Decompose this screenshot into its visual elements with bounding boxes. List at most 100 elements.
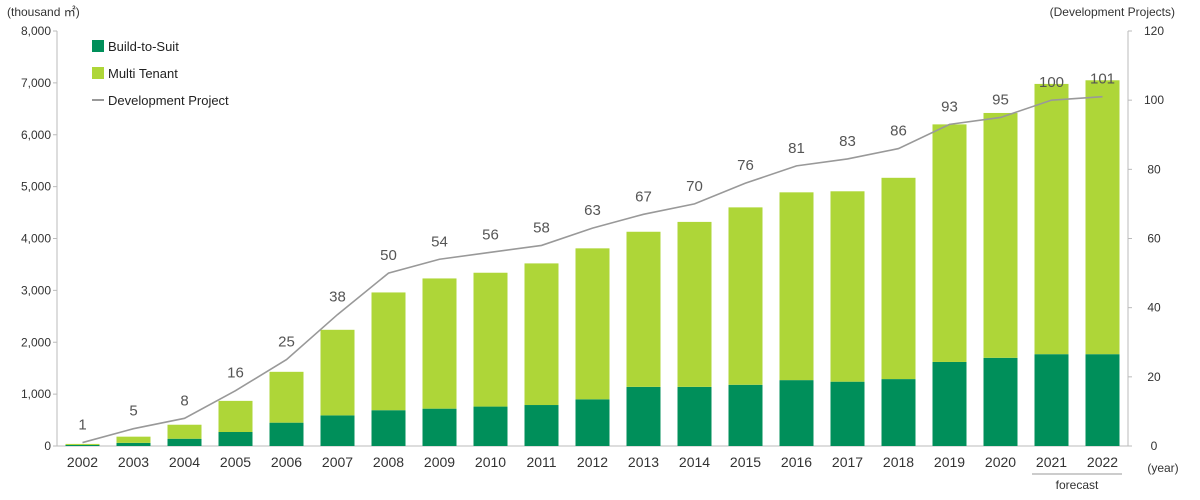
left-y-tick-label: 2,000	[21, 335, 51, 349]
bar-build-to-suit	[983, 357, 1018, 446]
bar-multi-tenant	[371, 292, 406, 411]
line-data-label: 25	[278, 334, 295, 351]
line-data-label: 67	[635, 188, 652, 205]
bar-build-to-suit	[626, 386, 661, 446]
left-y-tick-label: 1,000	[21, 387, 51, 401]
bar-multi-tenant	[422, 278, 457, 409]
left-y-tick-label: 0	[44, 439, 51, 453]
x-tick-label: 2010	[475, 454, 506, 470]
line-data-label: 93	[941, 98, 958, 115]
line-data-label: 86	[890, 123, 907, 140]
right-y-tick-label: 60	[1147, 232, 1161, 246]
line-data-label: 56	[482, 226, 499, 243]
bar-build-to-suit	[575, 399, 610, 446]
bar-build-to-suit	[1085, 354, 1120, 446]
line-data-label: 101	[1090, 71, 1115, 88]
x-tick-label: 2018	[883, 454, 914, 470]
line-data-label: 76	[737, 157, 754, 174]
bar-multi-tenant	[677, 221, 712, 387]
bar-multi-tenant	[932, 124, 967, 362]
x-tick-label: 2019	[934, 454, 965, 470]
line-data-label: 58	[533, 219, 550, 236]
right-y-tick-label: 120	[1144, 24, 1164, 38]
bar-multi-tenant	[1085, 80, 1120, 355]
bar-build-to-suit	[881, 379, 916, 446]
bar-multi-tenant	[626, 231, 661, 387]
x-tick-label: 2012	[577, 454, 608, 470]
line-data-label: 81	[788, 140, 805, 157]
right-y-tick-label: 0	[1151, 439, 1158, 453]
bar-multi-tenant	[983, 112, 1018, 358]
x-tick-label: 2022	[1087, 454, 1118, 470]
bar-multi-tenant	[1034, 83, 1069, 355]
x-tick-label: 2009	[424, 454, 455, 470]
bar-build-to-suit	[932, 361, 967, 446]
x-tick-label: 2020	[985, 454, 1016, 470]
x-tick-label: 2002	[67, 454, 98, 470]
left-y-tick-label: 4,000	[21, 232, 51, 246]
bar-multi-tenant	[218, 400, 253, 432]
bar-build-to-suit	[677, 386, 712, 446]
bar-build-to-suit	[473, 406, 508, 446]
bar-build-to-suit	[422, 408, 457, 446]
x-tick-label: 2004	[169, 454, 200, 470]
bar-build-to-suit	[728, 384, 763, 446]
x-tick-label: 2013	[628, 454, 659, 470]
bar-build-to-suit	[218, 431, 253, 446]
x-tick-label: 2015	[730, 454, 761, 470]
x-tick-label: 2007	[322, 454, 353, 470]
line-data-label: 83	[839, 133, 856, 150]
x-tick-label: 2016	[781, 454, 812, 470]
legend-label-multi-tenant: Multi Tenant	[108, 66, 178, 81]
bar-build-to-suit	[779, 380, 814, 446]
legend-swatch-multi-tenant	[92, 67, 104, 79]
bar-multi-tenant	[320, 329, 355, 416]
legend-swatch-build-to-suit	[92, 40, 104, 52]
bar-build-to-suit	[116, 442, 151, 446]
bar-build-to-suit	[320, 415, 355, 446]
bar-multi-tenant	[830, 191, 865, 382]
x-tick-label: 2017	[832, 454, 863, 470]
left-y-tick-label: 6,000	[21, 128, 51, 142]
line-data-label: 63	[584, 202, 601, 219]
bar-multi-tenant	[728, 207, 763, 385]
x-tick-label: 2005	[220, 454, 251, 470]
line-data-label: 38	[329, 289, 346, 306]
line-data-label: 1	[78, 417, 86, 434]
bar-build-to-suit	[65, 444, 100, 446]
bar-multi-tenant	[269, 371, 304, 423]
x-tick-label: 2014	[679, 454, 710, 470]
left-y-tick-label: 5,000	[21, 180, 51, 194]
line-data-label: 70	[686, 178, 703, 195]
left-y-tick-label: 8,000	[21, 24, 51, 38]
line-data-label: 100	[1039, 74, 1064, 91]
left-y-tick-label: 3,000	[21, 283, 51, 297]
bar-multi-tenant	[575, 248, 610, 400]
bar-multi-tenant	[881, 177, 916, 380]
x-tick-label: 2006	[271, 454, 302, 470]
left-y-axis-unit-label: (thousand ㎡)	[7, 5, 80, 19]
bar-multi-tenant	[116, 436, 151, 443]
left-y-tick-label: 7,000	[21, 76, 51, 90]
bar-multi-tenant	[473, 272, 508, 407]
x-tick-label: 2003	[118, 454, 149, 470]
x-tick-label: 2021	[1036, 454, 1067, 470]
bar-multi-tenant	[779, 192, 814, 381]
legend-label-development-project: Development Project	[108, 93, 229, 108]
line-data-label: 95	[992, 91, 1009, 108]
right-y-axis-unit-label: (Development Projects)	[1050, 5, 1175, 19]
bar-build-to-suit	[371, 410, 406, 446]
bar-build-to-suit	[524, 405, 559, 446]
x-tick-label: 2011	[526, 454, 556, 470]
bar-build-to-suit	[1034, 354, 1069, 446]
bar-multi-tenant	[65, 443, 100, 445]
x-tick-label: 2008	[373, 454, 404, 470]
line-development-project	[82, 95, 1103, 444]
right-y-tick-label: 100	[1144, 93, 1164, 107]
line-data-label: 54	[431, 233, 448, 250]
line-data-label: 16	[227, 365, 244, 382]
x-axis-unit-label: (year)	[1147, 461, 1178, 475]
bar-multi-tenant	[167, 424, 202, 439]
